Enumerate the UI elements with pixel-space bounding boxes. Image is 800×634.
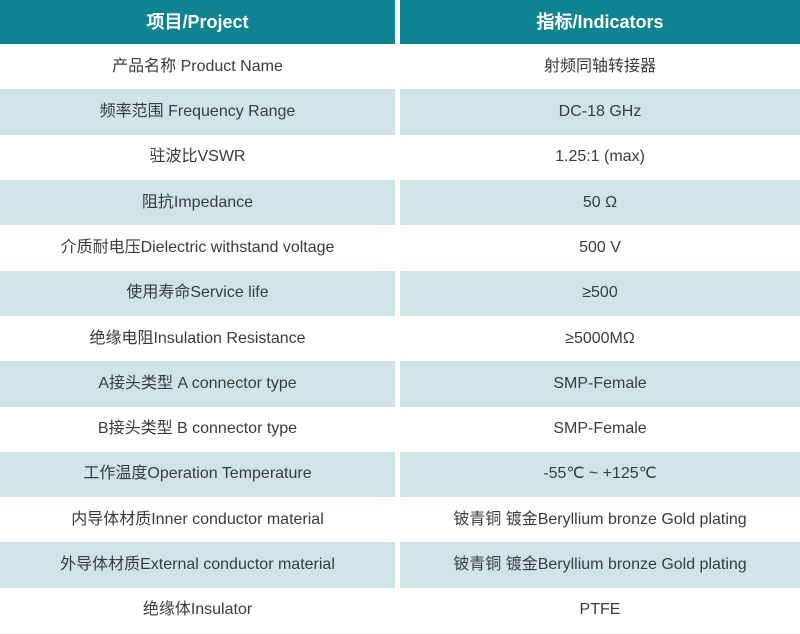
header-project-cell: 项目/Project xyxy=(0,0,400,44)
indicator-cell: 1.25:1 (max) xyxy=(555,148,645,166)
table-row: 工作温度Operation Temperature -55℃ ~ +125℃ xyxy=(0,451,800,498)
table-row: 内导体材质Inner conductor material 铍青铜 镀金Bery… xyxy=(0,497,800,543)
project-cell: 绝缘体Insulator xyxy=(0,587,400,634)
indicator-cell: ≥5000MΩ xyxy=(565,329,635,347)
table-row: B接头类型 B connector type SMP-Female xyxy=(0,406,800,452)
table-row: 绝缘体Insulator PTFE xyxy=(0,587,800,634)
indicator-cell: DC-18 GHz xyxy=(558,102,642,120)
indicator-cell: 50 Ω xyxy=(582,193,618,211)
table-row: 外导体材质External conductor material 铍青铜 镀金B… xyxy=(0,542,800,588)
table-row: 阻抗Impedance 50 Ω xyxy=(0,179,800,226)
indicator-cell: ≥500 xyxy=(582,284,618,302)
indicator-cell: 铍青铜 镀金Beryllium bronze Gold plating xyxy=(453,556,747,574)
table-row: 频率范围 Frequency Range DC-18 GHz xyxy=(0,89,800,135)
table-row: 绝缘电阻Insulation Resistance ≥5000MΩ xyxy=(0,315,800,362)
project-cell: 介质耐电压Dielectric withstand voltage xyxy=(0,225,400,271)
header-indicators-cell: 指标/Indicators xyxy=(536,11,664,32)
project-cell: 绝缘电阻Insulation Resistance xyxy=(0,315,400,362)
indicator-cell: PTFE xyxy=(579,601,621,619)
project-cell: 外导体材质External conductor material xyxy=(0,542,400,588)
project-cell: A接头类型 A connector type xyxy=(0,361,400,407)
table-row: A接头类型 A connector type SMP-Female xyxy=(0,361,800,407)
project-cell: 产品名称 Product Name xyxy=(0,44,400,90)
project-cell: B接头类型 B connector type xyxy=(0,406,400,452)
project-cell: 频率范围 Frequency Range xyxy=(0,89,400,135)
table-row: 产品名称 Product Name 射频同轴转接器 xyxy=(0,44,800,90)
project-cell: 使用寿命Service life xyxy=(0,270,400,316)
project-cell: 驻波比VSWR xyxy=(0,134,400,180)
project-cell: 内导体材质Inner conductor material xyxy=(0,497,400,543)
indicator-cell: 射频同轴转接器 xyxy=(543,57,656,75)
project-cell: 阻抗Impedance xyxy=(0,179,400,226)
indicator-cell: SMP-Female xyxy=(553,374,647,392)
indicator-cell: SMP-Female xyxy=(553,420,647,438)
project-cell: 工作温度Operation Temperature xyxy=(0,451,400,498)
table-header-row: 项目/Project 指标/Indicators xyxy=(0,0,800,44)
indicator-cell: 500 V xyxy=(579,238,621,256)
table-row: 介质耐电压Dielectric withstand voltage 500 V xyxy=(0,225,800,271)
table-row: 驻波比VSWR 1.25:1 (max) xyxy=(0,134,800,180)
indicator-cell: 铍青铜 镀金Beryllium bronze Gold plating xyxy=(453,510,747,528)
indicator-cell: -55℃ ~ +125℃ xyxy=(543,465,657,483)
table-row: 使用寿命Service life ≥500 xyxy=(0,270,800,316)
